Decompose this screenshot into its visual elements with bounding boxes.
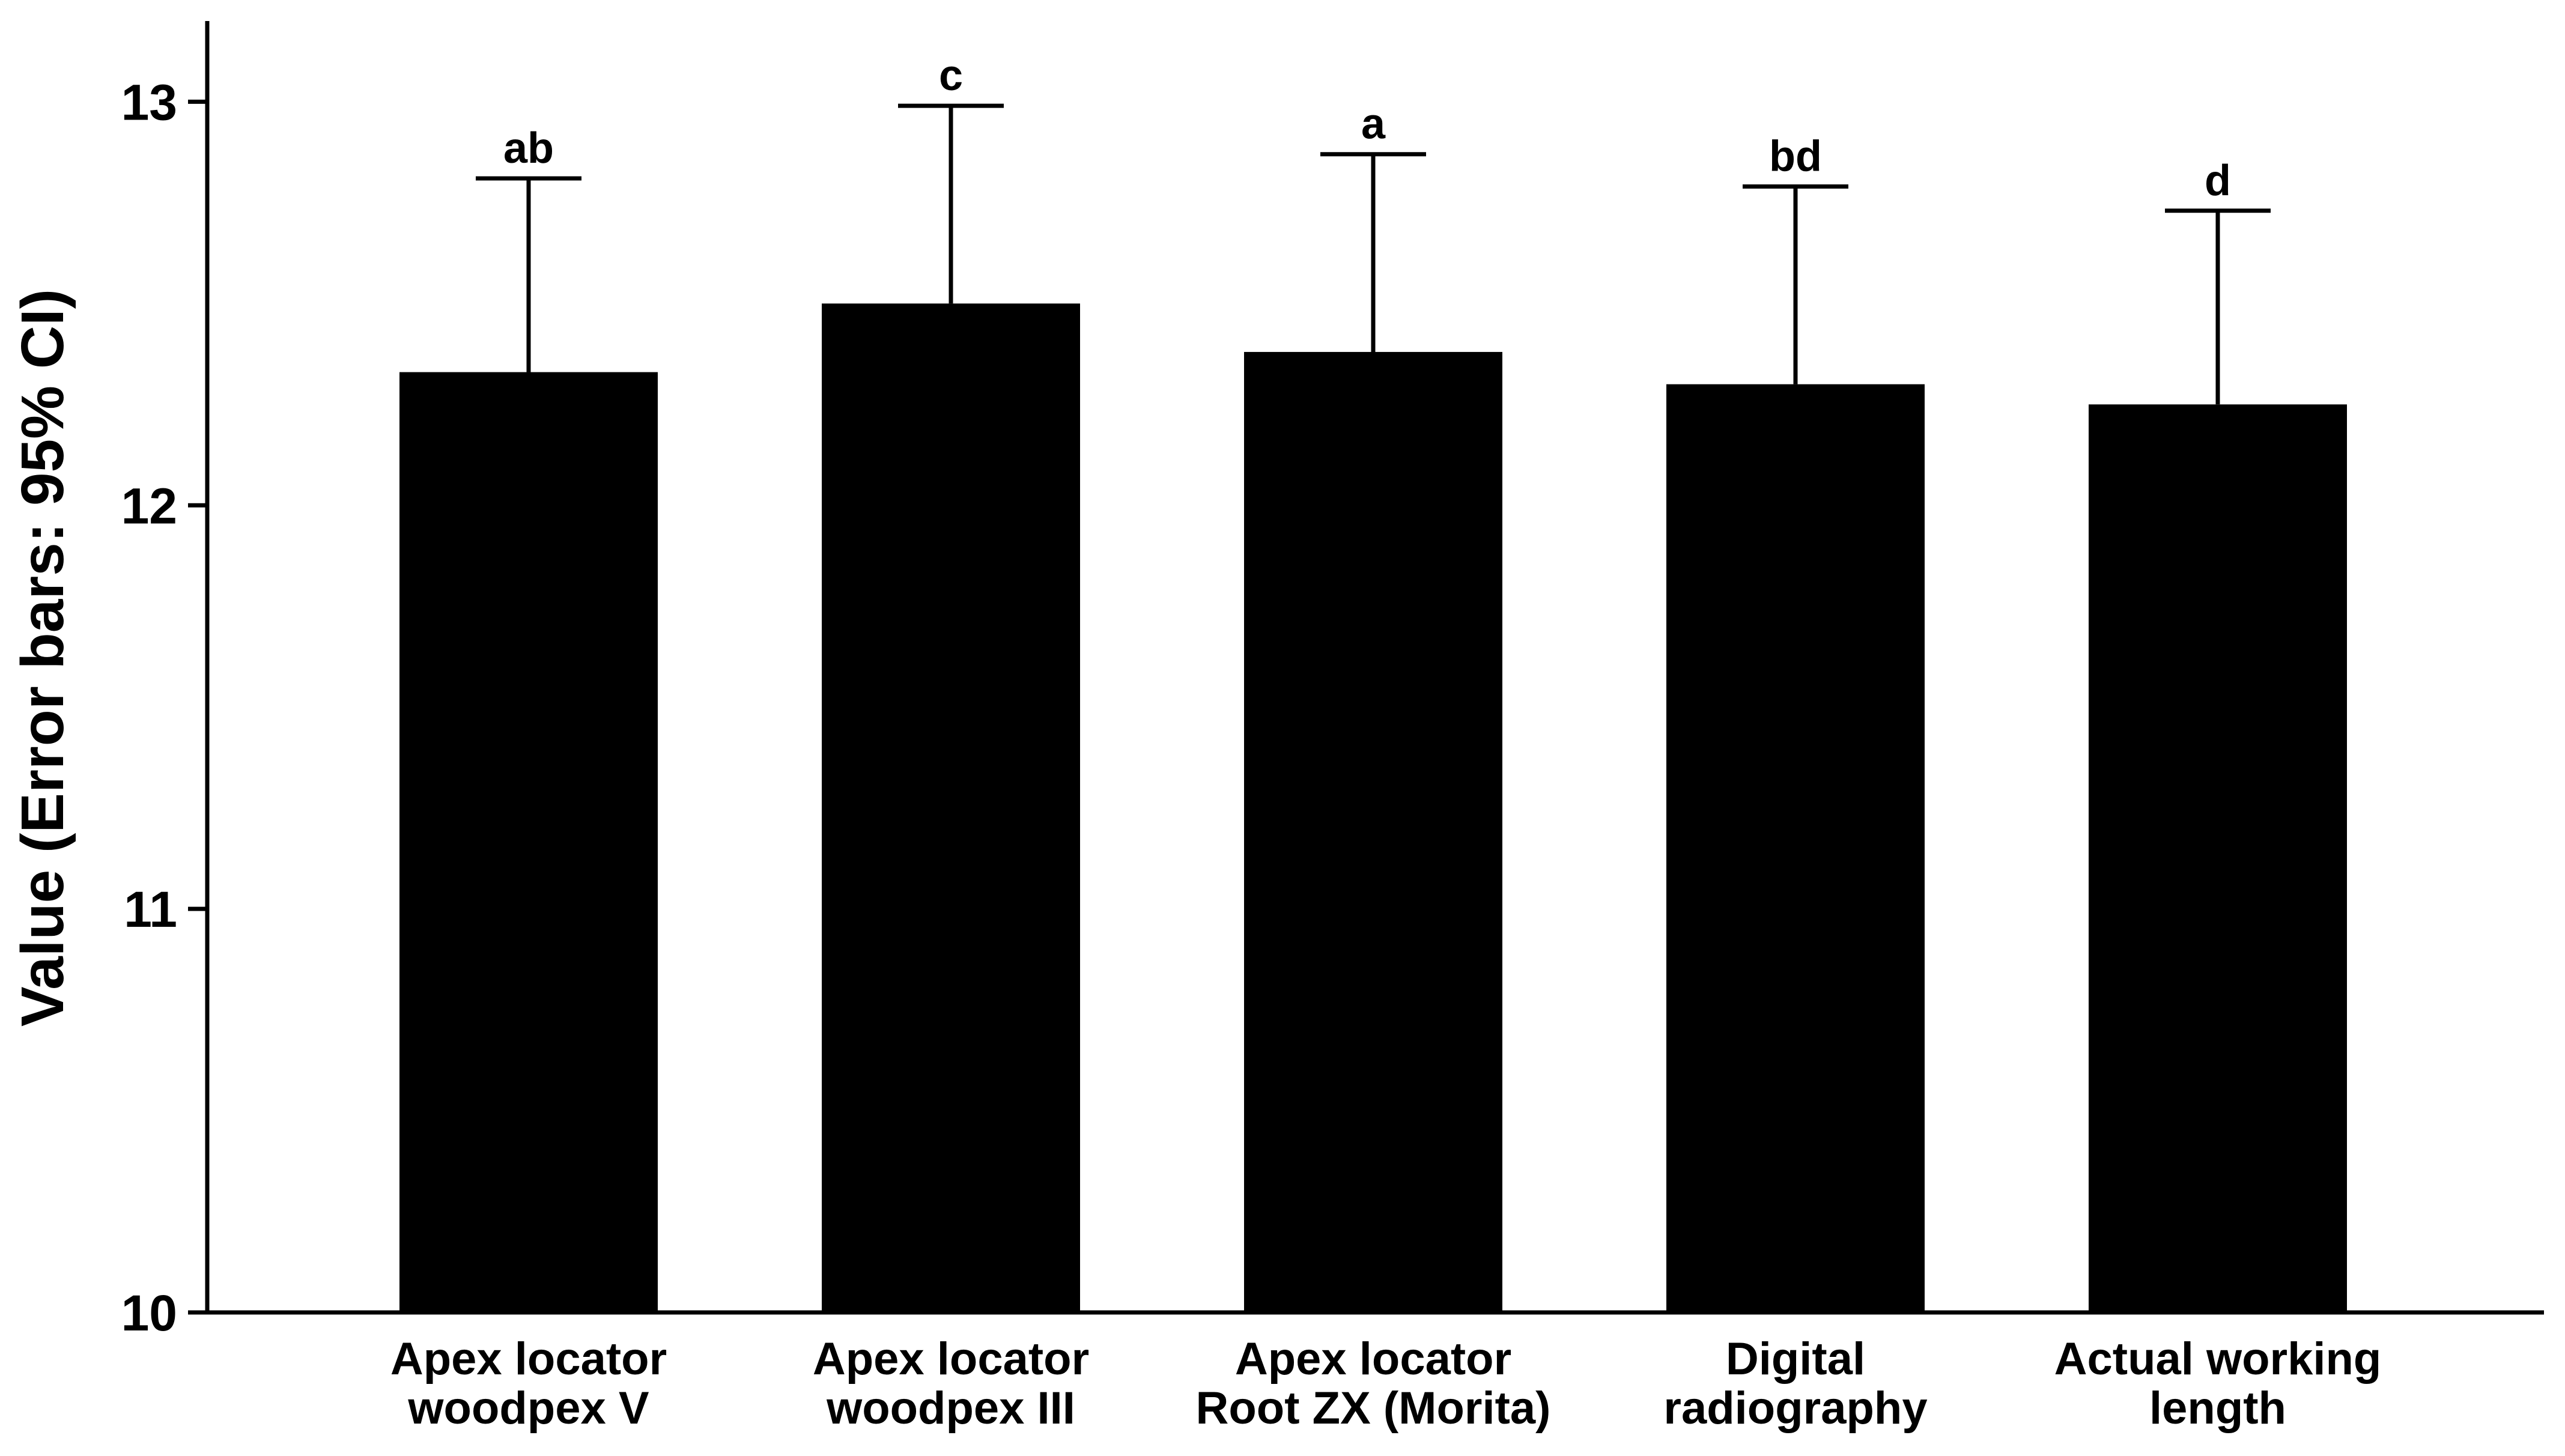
x-tick-label: Apex locator [813,1333,1089,1385]
x-tick-label: Apex locator [390,1333,667,1385]
bar [822,303,1080,1312]
x-tick-label: length [2149,1383,2286,1434]
group-label: bd [1769,132,1822,180]
bar [2089,404,2347,1312]
error-bars-layer [476,103,2271,405]
group-label: d [2205,157,2231,205]
y-tick-label: 10 [121,1285,177,1341]
group-label: c [939,52,963,100]
group-label: a [1361,100,1386,148]
bars-layer [399,303,2347,1312]
x-tick-label: woodpex III [826,1383,1075,1434]
bar [1244,351,1502,1312]
group-label: ab [503,124,554,172]
x-tick-label: woodpex V [407,1383,649,1434]
x-tick-label: Actual working [2054,1333,2382,1385]
y-tick-label: 12 [121,478,177,534]
y-axis-title: Value (Error bars: 95% CI) [9,289,76,1027]
x-tick-label: Root ZX (Morita) [1195,1383,1550,1434]
y-tick-label: 13 [121,74,177,130]
x-tick-label: Digital [1726,1333,1865,1385]
axes-layer [188,21,2544,1315]
bar [1666,384,1925,1312]
x-tick-label: radiography [1663,1383,1927,1434]
x-tick-label: Apex locator [1235,1333,1511,1385]
bar [399,372,658,1312]
y-tick-label: 11 [124,881,177,938]
